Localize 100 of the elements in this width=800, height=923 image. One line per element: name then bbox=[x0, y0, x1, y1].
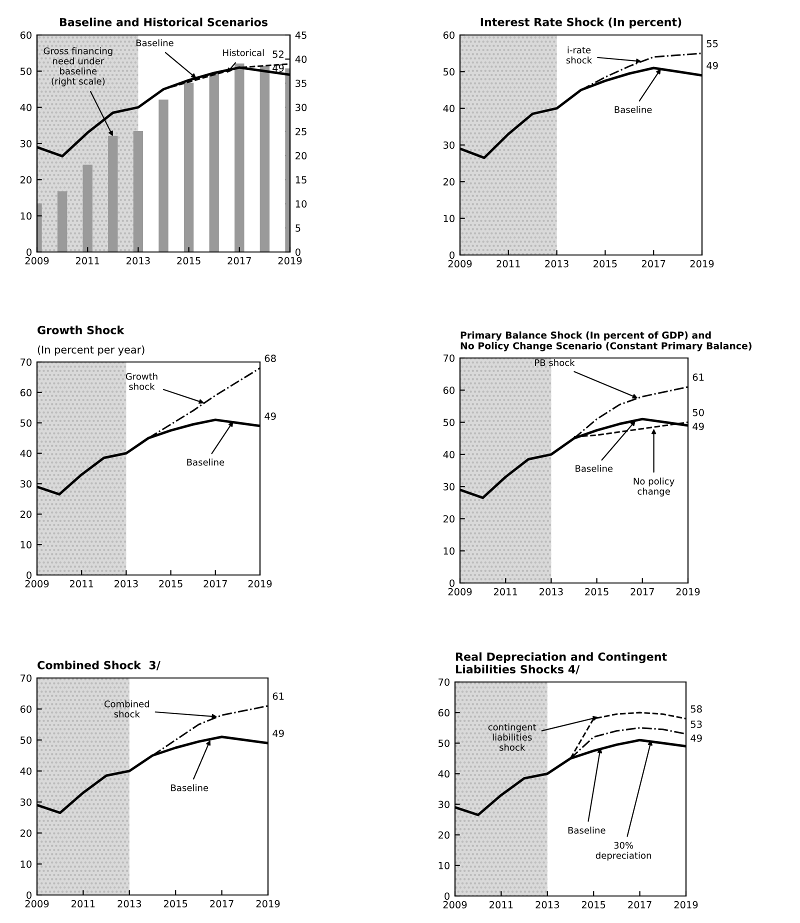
y2-tick-label: 5 bbox=[296, 224, 300, 232]
x-tick-label: 2013 bbox=[118, 900, 141, 908]
y2-tick-label: 45 bbox=[295, 32, 306, 39]
x-tick-label: 2019 bbox=[256, 900, 280, 908]
y-tick-label: 50 bbox=[444, 68, 454, 76]
x-tick-label: 2009 bbox=[25, 900, 49, 908]
y-tick-label: 30 bbox=[438, 800, 450, 808]
y-tick-label: 60 bbox=[20, 705, 32, 713]
y-tick-label: 40 bbox=[438, 770, 450, 778]
y-tick-label: 40 bbox=[20, 450, 32, 458]
data-label: 61 bbox=[272, 692, 284, 700]
y-tick-label: 10 bbox=[444, 547, 454, 555]
y-tick-label: 0 bbox=[444, 892, 450, 900]
y2-tick-label: 30 bbox=[296, 104, 307, 112]
x-tick-label: 2013 bbox=[536, 901, 559, 908]
y-tick-label: 30 bbox=[20, 798, 32, 806]
y-tick-label: 70 bbox=[438, 678, 450, 686]
x-tick-label: 2017 bbox=[204, 580, 227, 588]
annotation: PB shock bbox=[535, 359, 575, 366]
x-tick-label: 2015 bbox=[594, 260, 617, 268]
x-tick-label: 2013 bbox=[114, 580, 138, 588]
y-tick-label: 0 bbox=[450, 579, 454, 587]
annotation: No policy change bbox=[634, 478, 674, 496]
annotation: Baseline bbox=[136, 39, 174, 46]
x-tick-label: 2015 bbox=[582, 901, 606, 908]
y-tick-label: 10 bbox=[20, 212, 32, 220]
data-label: 68 bbox=[264, 354, 276, 362]
y-tick-label: 0 bbox=[26, 571, 32, 579]
x-tick-label: 2009 bbox=[443, 901, 467, 908]
data-label: 52 bbox=[272, 50, 284, 58]
x-tick-label: 2015 bbox=[159, 580, 182, 588]
x-tick-label: 2013 bbox=[126, 257, 150, 264]
chart-title: Interest Rate Shock (In percent) bbox=[480, 18, 682, 28]
x-tick-label: 2017 bbox=[228, 257, 251, 264]
y-tick-label: 10 bbox=[438, 862, 450, 870]
annotation: Baseline bbox=[171, 784, 208, 792]
data-label: 55 bbox=[706, 40, 718, 48]
annotation: 30% depreciation bbox=[596, 842, 651, 861]
y-tick-label: 30 bbox=[20, 480, 32, 488]
y-tick-label: 60 bbox=[20, 388, 32, 396]
y2-tick-label: 20 bbox=[296, 152, 307, 160]
data-label: 61 bbox=[692, 374, 704, 381]
annotation: Baseline bbox=[568, 826, 606, 834]
y-tick-label: 30 bbox=[20, 140, 32, 148]
x-tick-label: 2017 bbox=[210, 900, 234, 908]
annotation: i-rate shock bbox=[566, 46, 592, 64]
y-tick-label: 60 bbox=[20, 31, 32, 39]
x-tick-label: 2011 bbox=[76, 257, 100, 264]
y2-tick-label: 10 bbox=[296, 200, 307, 208]
y-tick-label: 20 bbox=[20, 176, 32, 184]
x-tick-label: 2011 bbox=[72, 900, 95, 908]
data-label: 49 bbox=[692, 422, 704, 430]
annotation: Combined shock bbox=[104, 700, 150, 718]
x-tick-label: 2019 bbox=[690, 260, 714, 268]
x-tick-label: 2019 bbox=[674, 901, 698, 908]
x-tick-label: 2013 bbox=[540, 588, 563, 596]
y-tick-label: 0 bbox=[26, 891, 32, 899]
y2-tick-label: 15 bbox=[296, 176, 306, 184]
x-tick-label: 2015 bbox=[177, 257, 200, 264]
y-tick-label: 10 bbox=[20, 860, 32, 868]
y-tick-label: 20 bbox=[438, 831, 450, 839]
y-tick-label: 50 bbox=[20, 419, 32, 427]
chart-subtitle: (In percent per year) bbox=[38, 346, 144, 356]
x-tick-label: 2019 bbox=[248, 580, 272, 588]
y-tick-label: 40 bbox=[20, 104, 32, 112]
chart-title: Baseline and Historical Scenarios bbox=[60, 18, 268, 26]
y-tick-label: 60 bbox=[438, 709, 450, 716]
annotation: Historical bbox=[223, 49, 264, 56]
y-tick-label: 60 bbox=[443, 386, 454, 394]
x-tick-label: 2011 bbox=[490, 901, 513, 908]
y-tick-label: 50 bbox=[438, 740, 450, 747]
y-tick-label: 60 bbox=[443, 31, 454, 39]
x-tick-label: 2009 bbox=[25, 580, 49, 588]
x-tick-label: 2015 bbox=[164, 900, 188, 908]
data-label: 49 bbox=[706, 62, 718, 70]
data-label: 58 bbox=[690, 705, 702, 713]
y-tick-label: 50 bbox=[20, 68, 32, 75]
x-tick-label: 2011 bbox=[496, 260, 520, 268]
data-label: 50 bbox=[692, 408, 704, 416]
data-label: 49 bbox=[690, 734, 702, 742]
data-label: 49 bbox=[264, 412, 276, 420]
annotation: Gross financing need under baseline (right scale) bbox=[44, 47, 112, 86]
y-tick-label: 10 bbox=[444, 214, 454, 222]
y-tick-label: 20 bbox=[443, 178, 454, 186]
y2-tick-label: 40 bbox=[295, 56, 307, 63]
data-label: 49 bbox=[272, 730, 284, 738]
y2-tick-label: 25 bbox=[296, 128, 306, 136]
y2-tick-label: 35 bbox=[296, 80, 306, 88]
y-tick-label: 50 bbox=[20, 736, 32, 744]
y-tick-label: 40 bbox=[443, 450, 454, 458]
annotation: Growth shock bbox=[126, 372, 158, 390]
x-tick-label: 2019 bbox=[676, 588, 700, 596]
chart-title: Combined Shock 3/ bbox=[38, 660, 160, 670]
x-tick-label: 2017 bbox=[642, 260, 666, 268]
y-tick-label: 70 bbox=[20, 358, 32, 366]
x-tick-label: 2009 bbox=[448, 588, 472, 596]
data-label: 53 bbox=[690, 720, 702, 728]
y-tick-label: 70 bbox=[444, 354, 454, 362]
y-tick-label: 40 bbox=[443, 104, 454, 112]
y-tick-label: 10 bbox=[20, 541, 32, 548]
